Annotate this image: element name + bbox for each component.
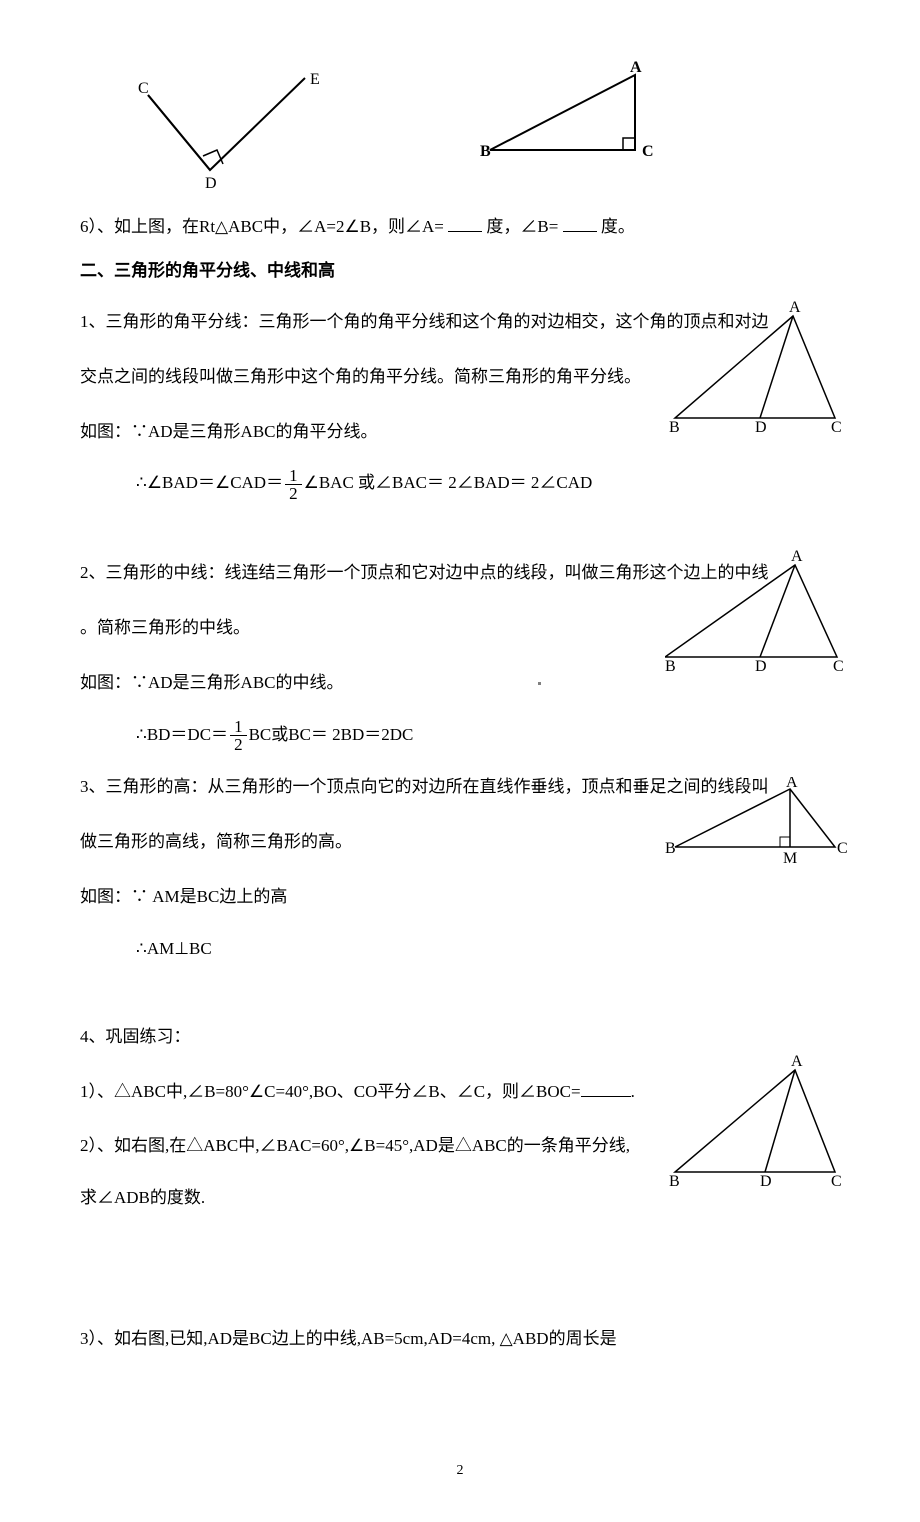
p2-formula: ∴BD＝DC＝12BC或BC＝ 2BD＝2DC [80,718,840,754]
section-2-title: 二、三角形的角平分线、中线和高 [80,254,840,288]
definition-median: A B D C 2、三角形的中线：线连结三角形一个顶点和它对边中点的线段，叫做三… [80,553,840,753]
q6-text-c: 度。 [601,217,635,236]
exercise-2-line1: 2）、如右图,在△ABC中,∠BAC=60°,∠B=45°,AD是△ABC的一条… [80,1126,660,1167]
p1-formula-b: ∠BAC 或∠BAC＝ 2∠BAD＝ 2∠CAD [304,473,593,492]
label-b: B [669,419,680,433]
top-figures-row: C D E A B C [80,60,840,190]
p3-line3: 如图：∵ AM是BC边上的高 [80,877,840,918]
label-d: D [755,419,767,433]
label-c: C [831,1173,842,1187]
p1-formula: ∴∠BAD＝∠CAD＝12∠BAC 或∠BAC＝ 2∠BAD＝ 2∠CAD [80,466,840,502]
triangle-abc-right-figure: A B C [480,60,670,170]
question-6: 6）、如上图，在Rt△ABC中，∠A=2∠B，则∠A= 度，∠B= 度。 [80,210,840,244]
label-d: D [755,658,767,671]
label-b: B [665,840,676,857]
definition-angle-bisector: A B D C 1、三角形的角平分线：三角形一个角的角平分线和这个角的对边相交，… [80,302,840,502]
q6-text-b: 度，∠B= [486,217,558,236]
label-c: C [831,419,842,433]
height-figure: A B M C [665,777,850,867]
exercise-3: 3）、如右图,已知,AD是BC边上的中线,AB=5cm,AD=4cm, △ABD… [80,1319,840,1360]
exercise-figure: A B D C [665,1052,850,1187]
blank [448,214,482,232]
label-a: A [789,299,801,316]
median-figure: A B D C [665,549,850,671]
label-d: D [760,1173,772,1187]
p3-line4: ∴AM⊥BC [80,932,840,966]
label-c: C [833,658,844,671]
ex1-text-a: 1）、△ABC中,∠B=80°∠C=40°,BO、CO平分∠B、∠C，则∠BOC… [80,1082,581,1101]
blank [581,1079,631,1097]
label-c: C [138,80,149,97]
definition-height: A B M C 3、三角形的高：从三角形的一个顶点向它的对边所在直线作垂线，顶点… [80,767,840,965]
ex1-text-b: . [631,1082,635,1101]
fraction-half: 12 [230,718,247,753]
label-b: B [665,658,676,671]
angle-bisector-figure: A B D C [665,298,850,433]
label-c: C [837,840,848,857]
label-m: M [783,850,797,867]
exercises-block: A B D C 1）、△ABC中,∠B=80°∠C=40°,BO、CO平分∠B、… [80,1072,840,1216]
fraction-half: 12 [285,467,302,502]
label-e: E [310,71,320,88]
label-b: B [669,1173,680,1187]
label-b: B [480,143,491,160]
dot-marker [538,682,541,685]
p2-formula-b: BC或BC＝ 2BD＝2DC [249,725,414,744]
spacer [80,1225,840,1305]
label-d: D [205,175,217,190]
label-c: C [642,143,654,160]
label-a: A [791,549,803,565]
triangle-cde-figure: C D E [130,60,330,190]
p2-formula-a: ∴BD＝DC＝ [136,725,228,744]
label-a: A [786,777,798,791]
label-a: A [791,1053,803,1070]
p1-formula-a: ∴∠BAD＝∠CAD＝ [136,473,283,492]
blank [563,214,597,232]
label-a: A [630,60,642,76]
q6-text-a: 6）、如上图，在Rt△ABC中，∠A=2∠B，则∠A= [80,217,444,236]
page-number: 2 [80,1460,840,1482]
document-page: C D E A B C 6）、如上图，在Rt△ABC中，∠A=2∠B，则∠A= … [0,0,920,1522]
